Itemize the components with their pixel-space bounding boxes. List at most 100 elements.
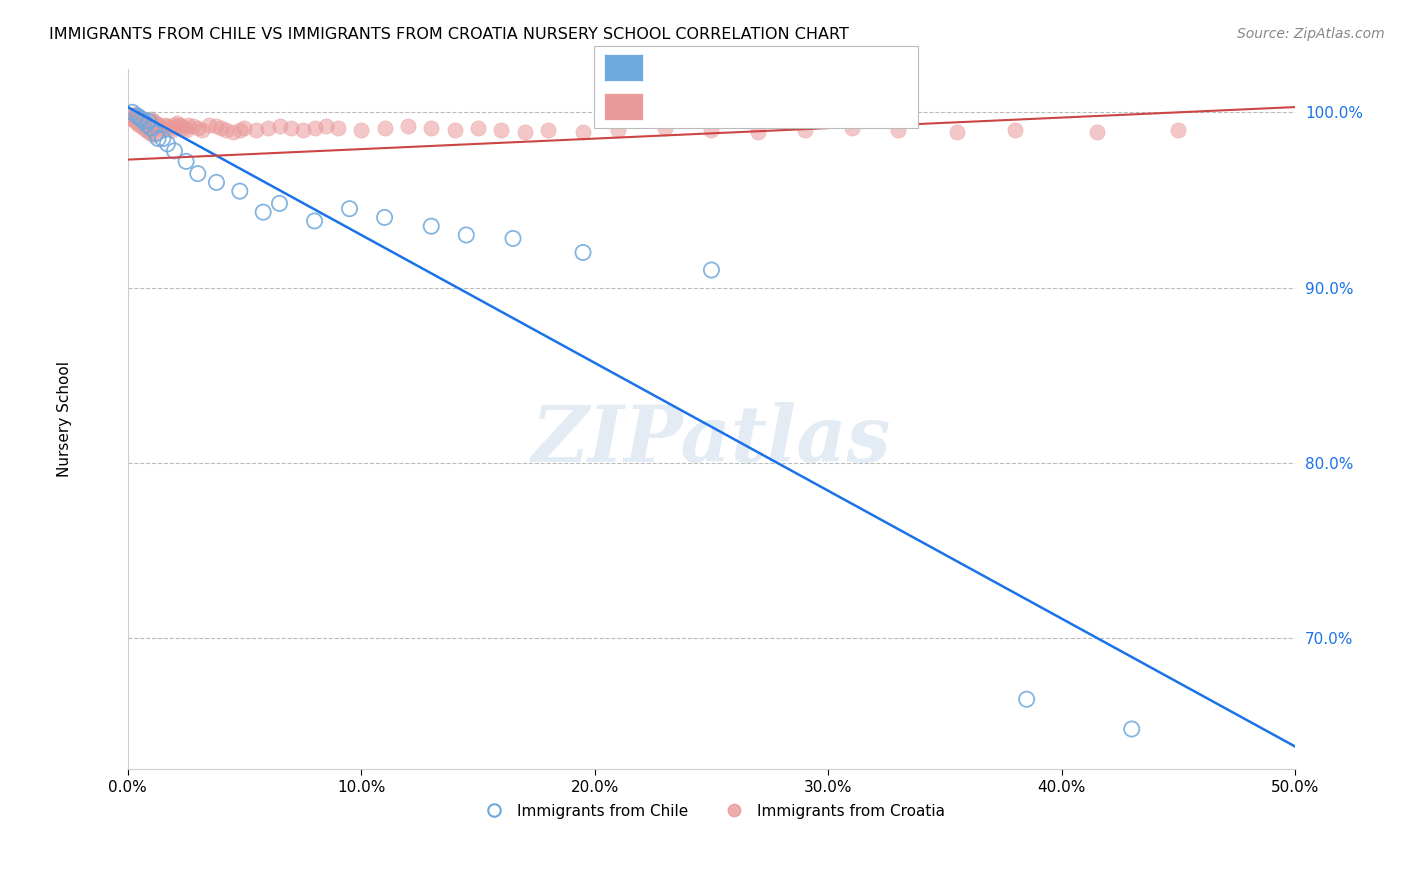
- Point: [156, 136, 179, 151]
- Point: [181, 120, 204, 134]
- Point: [177, 118, 200, 132]
- Point: [142, 128, 165, 142]
- Point: [229, 123, 252, 137]
- Point: [132, 121, 155, 136]
- Text: R =: R =: [659, 59, 696, 77]
- Point: [269, 120, 291, 134]
- Point: [166, 116, 188, 130]
- Point: [121, 112, 143, 127]
- Point: [145, 116, 167, 130]
- Point: [152, 123, 174, 137]
- Point: [124, 107, 146, 121]
- Point: [1085, 125, 1108, 139]
- Point: [187, 167, 209, 181]
- Point: [152, 121, 174, 136]
- Point: [252, 205, 274, 219]
- Point: [135, 118, 157, 132]
- Point: [1167, 123, 1189, 137]
- Point: [280, 121, 302, 136]
- Point: [205, 120, 228, 134]
- Point: [700, 123, 723, 137]
- Point: [125, 116, 148, 130]
- Point: [467, 121, 489, 136]
- Point: [1121, 722, 1143, 736]
- Point: [132, 114, 155, 128]
- Point: [841, 121, 863, 136]
- Point: [513, 125, 536, 139]
- Text: Source: ZipAtlas.com: Source: ZipAtlas.com: [1237, 27, 1385, 41]
- Point: [572, 245, 595, 260]
- Point: [233, 121, 256, 136]
- Point: [139, 126, 162, 140]
- Point: [205, 175, 228, 189]
- Point: [607, 123, 630, 137]
- Point: [131, 120, 153, 134]
- Point: [222, 125, 245, 139]
- Text: ZIPatlas: ZIPatlas: [531, 401, 891, 478]
- Point: [700, 263, 723, 277]
- Point: [229, 184, 252, 198]
- Point: [187, 121, 209, 136]
- Point: [146, 118, 169, 132]
- Point: [163, 118, 186, 132]
- Text: N =: N =: [806, 59, 842, 77]
- Point: [125, 109, 148, 123]
- Point: [125, 109, 148, 123]
- Text: 0.328: 0.328: [710, 97, 762, 115]
- Point: [315, 120, 337, 134]
- Point: [654, 121, 676, 136]
- Point: [374, 121, 396, 136]
- Text: -0.875: -0.875: [710, 59, 762, 77]
- Point: [128, 111, 150, 125]
- Point: [128, 118, 150, 132]
- Point: [149, 120, 172, 134]
- Point: [121, 105, 143, 120]
- Point: [152, 131, 174, 145]
- Point: [269, 196, 291, 211]
- Point: [146, 131, 169, 145]
- Point: [209, 121, 232, 136]
- Point: [145, 126, 167, 140]
- Point: [537, 123, 560, 137]
- Point: [491, 123, 513, 137]
- Point: [131, 112, 153, 127]
- Point: [121, 111, 143, 125]
- Text: IMMIGRANTS FROM CHILE VS IMMIGRANTS FROM CROATIA NURSERY SCHOOL CORRELATION CHAR: IMMIGRANTS FROM CHILE VS IMMIGRANTS FROM…: [49, 27, 849, 42]
- FancyBboxPatch shape: [593, 46, 918, 128]
- Point: [1015, 692, 1038, 706]
- Point: [191, 123, 214, 137]
- Point: [174, 154, 197, 169]
- Point: [138, 118, 160, 132]
- Point: [793, 123, 815, 137]
- Point: [138, 125, 160, 139]
- Point: [304, 121, 326, 136]
- Point: [396, 120, 419, 134]
- Point: [132, 114, 155, 128]
- Point: [420, 121, 443, 136]
- Point: [374, 211, 396, 225]
- Point: [572, 125, 595, 139]
- Point: [142, 114, 165, 128]
- Point: [167, 118, 190, 132]
- Point: [170, 120, 193, 134]
- Point: [135, 116, 157, 130]
- Point: [245, 123, 267, 137]
- Point: [256, 121, 278, 136]
- Point: [153, 118, 176, 132]
- Point: [502, 231, 524, 245]
- Legend: Immigrants from Chile, Immigrants from Croatia: Immigrants from Chile, Immigrants from C…: [472, 797, 950, 825]
- Point: [139, 112, 162, 127]
- Point: [747, 125, 769, 139]
- Point: [135, 123, 157, 137]
- FancyBboxPatch shape: [603, 54, 644, 81]
- Point: [124, 114, 146, 128]
- Point: [198, 118, 221, 132]
- Point: [443, 123, 465, 137]
- Point: [1004, 123, 1026, 137]
- Text: 29: 29: [855, 59, 876, 77]
- Point: [304, 214, 326, 228]
- Point: [174, 123, 197, 137]
- Text: N =: N =: [806, 97, 842, 115]
- Point: [160, 123, 183, 137]
- Y-axis label: Nursery School: Nursery School: [58, 361, 72, 477]
